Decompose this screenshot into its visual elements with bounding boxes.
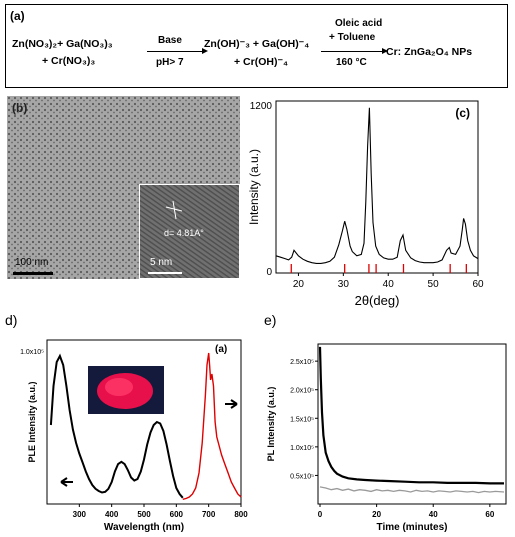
pl-plot-frame	[317, 343, 507, 505]
intermediate-line-1: Zn(OH)⁻₃ + Ga(OH)⁻₄	[204, 38, 310, 50]
arrow1-label-bottom: pH> 7	[156, 57, 184, 68]
ple-x-tick-label-1: 400	[105, 510, 119, 519]
pl-y-axis-label: PL Intensity (a.u.)	[266, 387, 276, 462]
lattice-spacing-label: d= 4.81A°	[164, 228, 204, 238]
xrd-chart-title: (c)	[455, 106, 470, 120]
xrd-chart: 20 30 40 50 60 0 1200 2θ(deg) Intensity (a.u.) (c…	[247, 100, 484, 308]
emission-glow-core	[105, 378, 133, 396]
reaction-scheme-panel: (a) Zn(NO₃)₂+ Ga(NO₃)₃ + Cr(NO₃)₃ Base p…	[5, 4, 508, 88]
ple-plot-frame	[46, 339, 242, 505]
reaction-arrow-2	[321, 51, 385, 52]
xrd-x-axis-label: 2θ(deg)	[355, 293, 400, 308]
pl-y-tick-label-1: 1.0x10⁵	[290, 445, 314, 452]
pl-y-tick-label-0: 0.5x10⁵	[290, 473, 314, 480]
pl-x-tick-label-3: 60	[485, 510, 494, 519]
lattice-marker-line-2	[172, 200, 177, 220]
pl-decay-chart: 0 20 40 60 0.5x10⁵ 1.0x10⁵ 1.5x10⁵ 2.0x10⁵ 2.5x1…	[266, 343, 507, 533]
scalebar-inset	[148, 272, 182, 274]
pl-y-tick-label-2: 1.5x10⁵	[290, 416, 314, 423]
ple-y-tick-label-0: 1.0x10⁵	[20, 349, 44, 356]
arrow1-head-icon	[202, 48, 208, 54]
xrd-y-tick-label-1: 1200	[250, 101, 273, 112]
arrow2-label-top-2: + Toluene	[329, 32, 376, 43]
xrd-x-tick-label-1: 30	[338, 279, 350, 290]
reactant-line-2: + Cr(NO₃)₃	[42, 55, 96, 67]
xrd-series-line	[275, 107, 479, 264]
scalebar-main	[13, 272, 53, 275]
ple-x-tick-label-5: 800	[234, 510, 248, 519]
xrd-y-axis-label: Intensity (a.u.)	[247, 149, 261, 225]
xrd-x-tick-label-3: 50	[428, 279, 440, 290]
ple-x-axis-label: Wavelength (nm)	[104, 522, 184, 533]
pl-y-tick-label-4: 2.5x10⁵	[290, 359, 314, 366]
pl-x-axis-label: Time (minutes)	[377, 522, 448, 533]
ple-pl-chart: 300 400 500 600 700 800 1.0x10⁵ Wavelength (nm)…	[20, 339, 248, 533]
intermediate-line-2: + Cr(OH)⁻₄	[234, 56, 289, 68]
ple-x-tick-label-2: 500	[137, 510, 151, 519]
hrtem-texture	[140, 185, 239, 278]
arrow2-label-bottom: 160 °C	[336, 57, 367, 68]
arrow2-label-top-1: Oleic acid	[335, 18, 383, 29]
ple-x-tick-label-4: 700	[202, 510, 216, 519]
pl-x-tick-label-0: 0	[318, 510, 323, 519]
pl-y-tick-label-3: 2.0x10⁵	[290, 388, 314, 395]
panel-d-inner-label: (a)	[215, 344, 227, 355]
panel-e-label: e)	[264, 312, 277, 328]
xrd-x-tick-label-0: 20	[293, 279, 305, 290]
ple-y-axis-label: PLE Intensity (a.u.)	[27, 381, 37, 462]
panel-a-label: (a)	[10, 9, 25, 23]
ple-x-tick-label-3: 600	[170, 510, 184, 519]
hrtem-inset: d= 4.81A° 5 nm	[139, 184, 240, 279]
reactant-line-1: Zn(NO₃)₂+ Ga(NO₃)₃	[12, 38, 113, 50]
arrow-left-icon	[60, 477, 73, 487]
arrow-right-icon	[225, 399, 238, 409]
product-label: Cr: ZnGa₂O₄ NPs	[386, 46, 473, 58]
xrd-x-tick-label-2: 40	[383, 279, 395, 290]
scalebar-inset-label: 5 nm	[150, 257, 173, 268]
arrow2-head-icon	[382, 48, 388, 54]
arrow1-label-top: Base	[158, 35, 182, 46]
pl-x-tick-label-2: 40	[429, 510, 438, 519]
panel-b-label: (b)	[12, 101, 28, 115]
xrd-plot-frame	[275, 100, 479, 274]
xrd-x-tick-label-4: 60	[472, 279, 484, 290]
ple-x-tick-label-0: 300	[73, 510, 87, 519]
scalebar-main-label: 100 nm	[15, 257, 49, 268]
reaction-arrow-1	[147, 51, 205, 52]
panel-d-label: d)	[5, 312, 18, 328]
xrd-y-tick-label-0: 0	[266, 267, 272, 278]
ple-series-line-0	[49, 353, 184, 499]
pl-x-tick-label-1: 20	[372, 510, 381, 519]
pl-series-line-0	[318, 346, 504, 485]
pl-series-line-1	[319, 486, 505, 494]
ple-series-line-1	[182, 352, 242, 500]
